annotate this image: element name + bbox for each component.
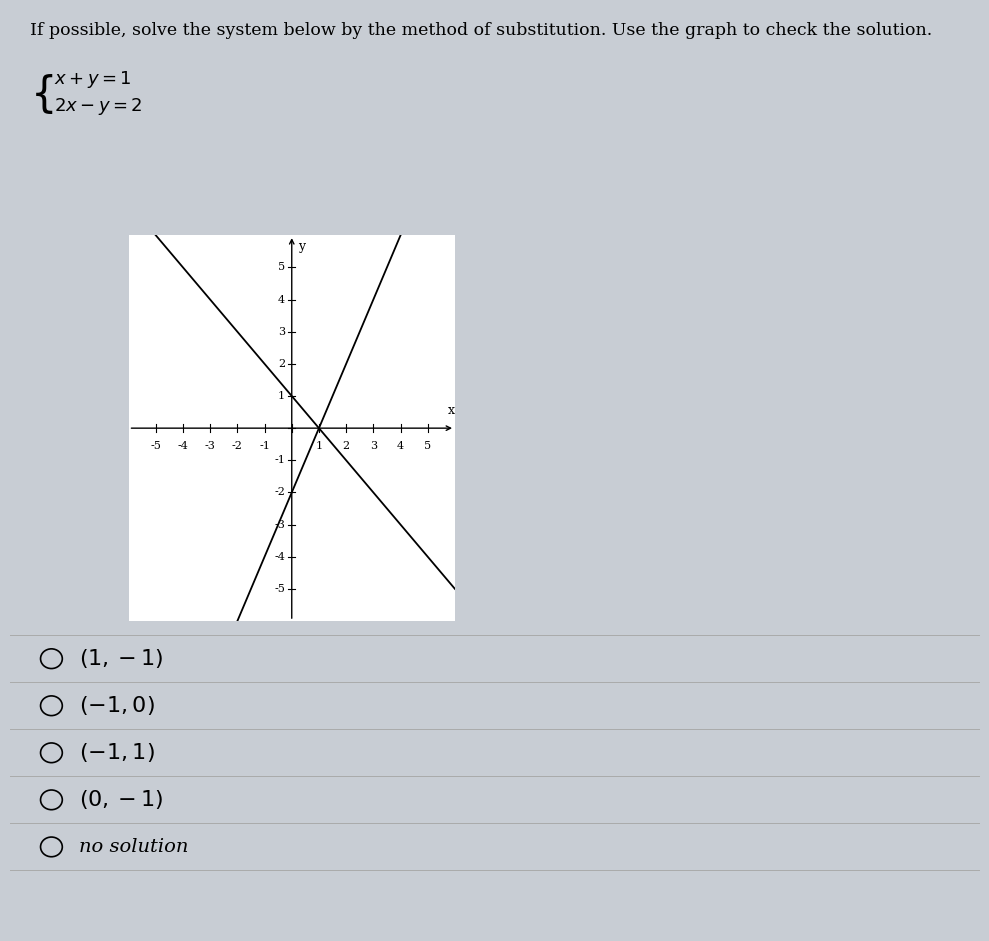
Text: $(−1,1)$: $(−1,1)$ <box>79 742 155 764</box>
Text: 4: 4 <box>397 441 405 451</box>
Text: 5: 5 <box>278 263 285 272</box>
Text: -4: -4 <box>178 441 188 451</box>
Text: no solution: no solution <box>79 837 189 856</box>
Text: 4: 4 <box>278 295 285 305</box>
Text: -2: -2 <box>274 487 285 498</box>
Text: -1: -1 <box>274 455 285 465</box>
Text: -5: -5 <box>150 441 161 451</box>
Text: $x+y=1$: $x+y=1$ <box>54 70 133 90</box>
Text: 2: 2 <box>278 359 285 369</box>
Text: -3: -3 <box>205 441 216 451</box>
Text: 3: 3 <box>370 441 377 451</box>
Text: -1: -1 <box>259 441 270 451</box>
Text: y: y <box>299 240 306 253</box>
Text: $2x-y=2$: $2x-y=2$ <box>54 96 143 117</box>
Text: $(0,−1)$: $(0,−1)$ <box>79 789 163 811</box>
Text: 3: 3 <box>278 327 285 337</box>
Text: -3: -3 <box>274 519 285 530</box>
Text: 5: 5 <box>424 441 431 451</box>
Text: 1: 1 <box>278 391 285 401</box>
Text: 1: 1 <box>315 441 322 451</box>
Text: $(−1,0)$: $(−1,0)$ <box>79 694 155 717</box>
Text: $(1,−1)$: $(1,−1)$ <box>79 647 163 670</box>
Text: 2: 2 <box>342 441 350 451</box>
Text: x: x <box>447 404 454 417</box>
Text: $\{$: $\{$ <box>30 72 53 116</box>
Text: -4: -4 <box>274 551 285 562</box>
Text: -2: -2 <box>232 441 242 451</box>
Text: If possible, solve the system below by the method of substitution. Use the graph: If possible, solve the system below by t… <box>30 22 932 39</box>
Text: -5: -5 <box>274 584 285 594</box>
